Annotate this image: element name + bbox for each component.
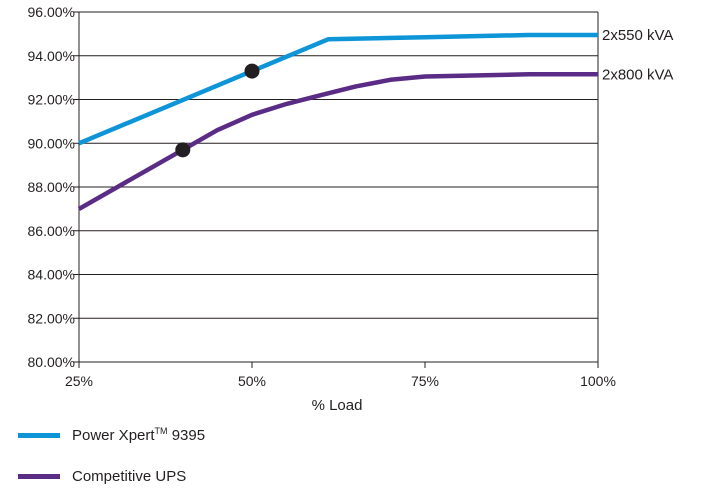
y-tick-label: 94.00% [28,48,75,64]
series-line-1 [77,72,598,211]
y-tick-label: 82.00% [28,310,75,326]
y-tick-label: 88.00% [28,179,75,195]
x-axis-label: % Load [312,397,363,414]
y-tick-label: 86.00% [28,223,75,239]
x-tick-label: 100% [580,373,616,389]
series-end-label-0: 2x550 kVA [602,27,673,44]
data-point-marker-1 [175,142,191,158]
x-tick-labels: 25% 50% 75% 100% [65,373,616,389]
legend-label-competitive-ups: Competitive UPS [72,468,187,485]
series-markers [175,63,260,158]
legend-item-competitive-ups: Competitive UPS [18,468,186,485]
series-end-labels: 2x550 kVA 2x800 kVA [602,27,673,83]
y-tick-labels: 96.00% 94.00% 92.00% 90.00% 88.00% 86.00% 84.0… [28,4,75,370]
axes [78,12,599,368]
data-point-marker-0 [244,63,260,79]
legend-swatch-power-xpert [18,432,60,438]
series-lines [77,32,598,211]
x-tick-label: 25% [65,373,93,389]
y-tick-label: 96.00% [28,4,75,20]
legend-swatch-competitive-ups [18,474,60,479]
series-line-0 [78,32,598,146]
y-tick-label: 92.00% [28,92,75,108]
efficiency-chart: 96.00% 94.00% 92.00% 90.00% 88.00% 86.00% 84.0… [28,4,674,414]
series-end-label-1: 2x800 kVA [602,66,673,83]
grid-lines [73,11,598,363]
x-tick-label: 75% [411,373,439,389]
x-tick-label: 50% [238,373,266,389]
y-tick-label: 84.00% [28,267,75,283]
legend-label-power-xpert: Power XpertTM 9395 [72,426,206,444]
y-tick-label: 90.00% [28,135,75,151]
y-tick-label: 80.00% [28,354,75,370]
legend-item-power-xpert: Power XpertTM 9395 [18,426,205,444]
